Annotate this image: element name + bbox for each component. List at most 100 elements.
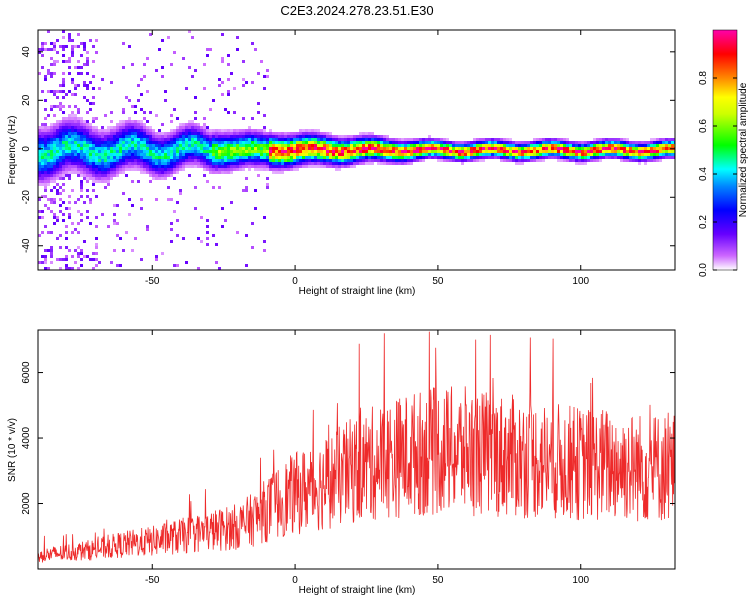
heatmap-cell xyxy=(269,162,272,165)
heatmap-cell xyxy=(461,150,464,153)
heatmap-cell xyxy=(62,54,65,57)
heatmap-cell xyxy=(497,150,500,153)
heatmap-cell xyxy=(209,141,212,144)
heatmap-cell xyxy=(566,150,569,153)
heatmap-cell xyxy=(155,114,158,117)
heatmap-cell xyxy=(230,135,233,138)
heatmap-cell xyxy=(56,129,59,132)
heatmap-cell xyxy=(44,171,47,174)
heatmap-cell xyxy=(56,51,59,54)
heatmap-cell xyxy=(185,138,188,141)
heatmap-cell xyxy=(155,165,158,168)
heatmap-cell xyxy=(500,141,503,144)
heatmap-cell xyxy=(38,144,41,147)
heatmap-cell xyxy=(161,171,164,174)
heatmap-cell xyxy=(74,159,77,162)
heatmap-cell xyxy=(290,132,293,135)
heatmap-cell xyxy=(629,147,632,150)
heatmap-cell xyxy=(44,204,47,207)
heatmap-cell xyxy=(143,126,146,129)
heatmap-cell xyxy=(362,147,365,150)
heatmap-cell xyxy=(251,162,254,165)
heatmap-cell xyxy=(254,129,257,132)
heatmap-cell xyxy=(263,126,266,129)
heatmap-cell xyxy=(323,141,326,144)
heatmap-cell xyxy=(659,147,662,150)
heatmap-cell xyxy=(473,147,476,150)
heatmap-cell xyxy=(200,132,203,135)
heatmap-cell xyxy=(80,144,83,147)
heatmap-cell xyxy=(455,141,458,144)
heatmap-cell xyxy=(608,141,611,144)
heatmap-cell xyxy=(110,159,113,162)
heatmap-cell xyxy=(158,171,161,174)
heatmap-cell xyxy=(149,132,152,135)
heatmap-cell xyxy=(410,159,413,162)
heatmap-cell xyxy=(230,162,233,165)
heatmap-cell xyxy=(485,156,488,159)
heatmap-cell xyxy=(521,147,524,150)
heatmap-cell xyxy=(245,156,248,159)
heatmap-cell xyxy=(185,129,188,132)
heatmap-cell xyxy=(149,141,152,144)
heatmap-cell xyxy=(110,156,113,159)
heatmap-cell xyxy=(236,144,239,147)
heatmap-cell xyxy=(164,153,167,156)
heatmap-cell xyxy=(146,132,149,135)
heatmap-cell xyxy=(557,144,560,147)
heatmap-cell xyxy=(368,153,371,156)
heatmap-cell xyxy=(416,138,419,141)
heatmap-cell xyxy=(71,147,74,150)
heatmap-cell xyxy=(284,138,287,141)
heatmap-cell xyxy=(77,246,80,249)
heatmap-cell xyxy=(260,159,263,162)
heatmap-cell xyxy=(437,147,440,150)
heatmap-cell xyxy=(257,162,260,165)
heatmap-cell xyxy=(44,126,47,129)
heatmap-cell xyxy=(68,39,71,42)
heatmap-cell xyxy=(101,174,104,177)
heatmap-cell xyxy=(191,153,194,156)
heatmap-cell xyxy=(233,156,236,159)
heatmap-cell xyxy=(206,219,209,222)
heatmap-cell xyxy=(446,159,449,162)
heatmap-cell xyxy=(146,153,149,156)
heatmap-cell xyxy=(62,81,65,84)
heatmap-cell xyxy=(515,147,518,150)
heatmap-cell xyxy=(422,138,425,141)
heatmap-cell xyxy=(89,177,92,180)
heatmap-cell xyxy=(293,135,296,138)
heatmap-cell xyxy=(50,144,53,147)
heatmap-cell xyxy=(80,141,83,144)
heatmap-cell xyxy=(131,120,134,123)
spectrogram-heatmap xyxy=(38,30,675,270)
heatmap-cell xyxy=(224,138,227,141)
heatmap-cell xyxy=(662,147,665,150)
heatmap-cell xyxy=(362,153,365,156)
heatmap-cell xyxy=(104,141,107,144)
heatmap-cell xyxy=(104,138,107,141)
heatmap-cell xyxy=(179,132,182,135)
heatmap-cell xyxy=(38,165,41,168)
heatmap-cell xyxy=(122,156,125,159)
heatmap-cell xyxy=(77,144,80,147)
heatmap-cell xyxy=(59,165,62,168)
heatmap-cell xyxy=(185,153,188,156)
heatmap-cell xyxy=(38,210,41,213)
heatmap-cell xyxy=(44,168,47,171)
heatmap-cell xyxy=(641,159,644,162)
heatmap-cell xyxy=(413,144,416,147)
heatmap-cell xyxy=(95,174,98,177)
heatmap-cell xyxy=(461,144,464,147)
heatmap-cell xyxy=(230,201,233,204)
heatmap-cell xyxy=(164,141,167,144)
heatmap-cell xyxy=(74,120,77,123)
heatmap-cell xyxy=(503,147,506,150)
heatmap-cell xyxy=(47,138,50,141)
heatmap-cell xyxy=(248,168,251,171)
heatmap-cell xyxy=(119,123,122,126)
colorbar-tick-label: 0.4 xyxy=(698,167,709,181)
heatmap-cell xyxy=(221,129,224,132)
heatmap-cell xyxy=(284,144,287,147)
